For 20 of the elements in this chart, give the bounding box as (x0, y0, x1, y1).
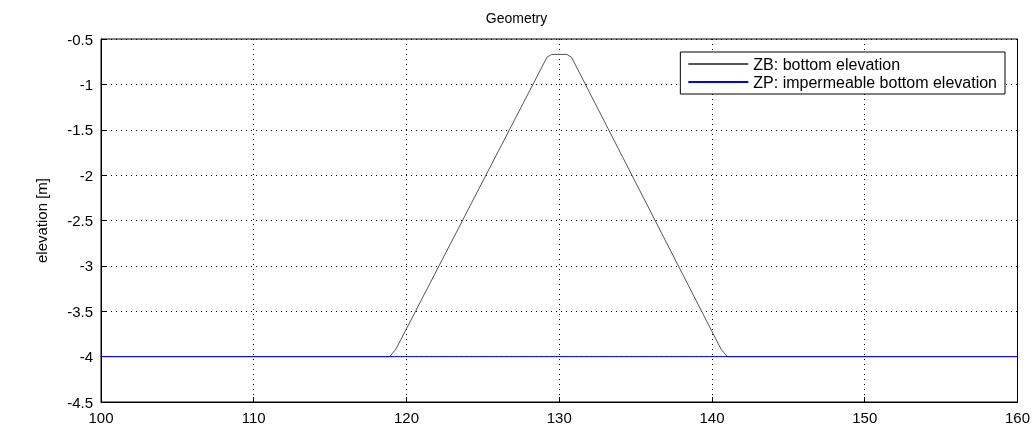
y-tick-label: -3 (79, 257, 93, 275)
x-tick-label: 110 (241, 409, 266, 426)
y-tick-label: -2 (79, 166, 93, 184)
y-tick-label: -3.5 (67, 302, 93, 320)
x-tick-label: 120 (393, 409, 420, 426)
x-tick-label: 100 (88, 409, 114, 426)
x-tick-label: 150 (852, 409, 878, 426)
y-tick-label: -2.5 (67, 212, 93, 229)
y-tick-label: -0.5 (67, 30, 93, 48)
x-tick-label: 160 (1004, 409, 1030, 426)
y-tick-label: -1 (79, 75, 93, 93)
x-tick-label: 140 (699, 409, 725, 426)
y-axis-title: elevation [m] (33, 177, 50, 264)
x-tick-label: 130 (546, 409, 572, 426)
legend-label: ZB: bottom elevation (753, 55, 901, 73)
y-tick-label: -4.5 (67, 393, 93, 411)
y-tick-label: -4 (79, 348, 93, 366)
legend-label: ZP: impermeable bottom elevation (753, 73, 997, 91)
chart-title: Geometry (485, 10, 548, 26)
y-tick-label: -1.5 (67, 121, 93, 139)
